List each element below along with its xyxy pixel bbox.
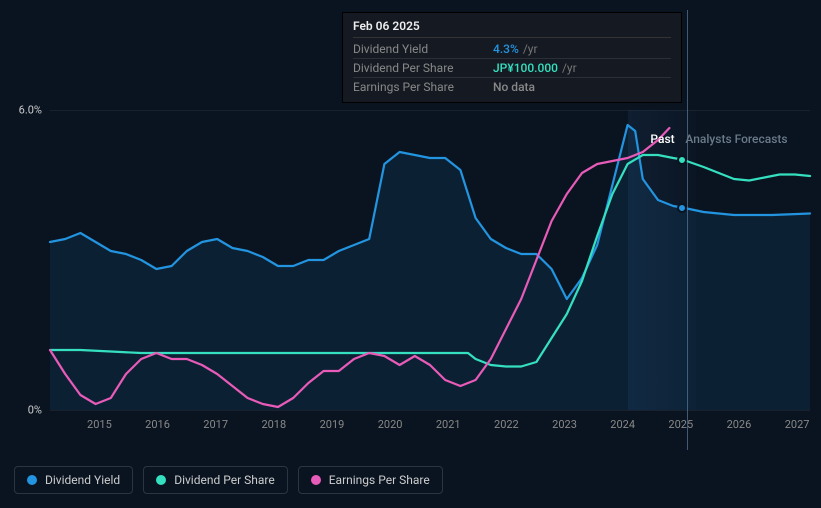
marker-dividend-yield: [677, 203, 687, 213]
x-tick: 2023: [552, 418, 577, 431]
x-tick: 2024: [610, 418, 635, 431]
tooltip-row-value: 4.3%: [493, 42, 519, 56]
tooltip-row-value: JP¥100.000: [493, 61, 558, 75]
legend-swatch: [27, 475, 37, 485]
tooltip-date: Feb 06 2025: [353, 19, 671, 38]
x-tick: 2026: [727, 418, 752, 431]
gridline: [50, 410, 810, 411]
tooltip-row: Earnings Per ShareNo data: [353, 78, 671, 96]
legend-item-earnings-per-share[interactable]: Earnings Per Share: [298, 466, 443, 494]
tooltip-row-unit: /yr: [562, 61, 577, 75]
x-tick: 2019: [320, 418, 345, 431]
x-tick: 2021: [436, 418, 461, 431]
legend-swatch: [311, 475, 321, 485]
chart-svg: [50, 110, 810, 410]
x-tick: 2027: [785, 418, 810, 431]
timeline-label-forecast: Analysts Forecasts: [685, 132, 787, 146]
x-tick: 2018: [261, 418, 286, 431]
legend-label: Earnings Per Share: [329, 473, 430, 487]
legend: Dividend Yield Dividend Per Share Earnin…: [14, 466, 443, 494]
y-tick-min: 0%: [28, 404, 42, 417]
tooltip-row: Dividend Yield4.3% /yr: [353, 40, 671, 59]
legend-label: Dividend Yield: [45, 473, 120, 487]
marker-dividend-per-share: [677, 155, 687, 165]
x-tick: 2016: [145, 418, 170, 431]
tooltip-row-label: Earnings Per Share: [353, 80, 493, 94]
hover-tooltip: Feb 06 2025 Dividend Yield4.3%/yrDividen…: [342, 12, 682, 103]
x-tick: 2020: [378, 418, 403, 431]
x-tick: 2015: [87, 418, 112, 431]
legend-item-dividend-yield[interactable]: Dividend Yield: [14, 466, 133, 494]
tooltip-row-value: No data: [493, 80, 535, 94]
legend-label: Dividend Per Share: [174, 473, 275, 487]
tooltip-row-label: Dividend Per Share: [353, 61, 493, 75]
x-tick: 2025: [668, 418, 693, 431]
y-tick-max: 6.0%: [19, 104, 42, 117]
x-tick: 2017: [203, 418, 228, 431]
tooltip-row-label: Dividend Yield: [353, 42, 493, 56]
x-tick: 2022: [494, 418, 519, 431]
tooltip-row: Dividend Per ShareJP¥100.000/yr: [353, 59, 671, 78]
timeline-label-past: Past: [650, 132, 674, 146]
tooltip-row-unit: /yr: [523, 42, 538, 56]
legend-swatch: [156, 475, 166, 485]
plot-area[interactable]: 6.0% 0% 20152016201720182019202020212022…: [50, 110, 810, 410]
legend-item-dividend-per-share[interactable]: Dividend Per Share: [143, 466, 288, 494]
